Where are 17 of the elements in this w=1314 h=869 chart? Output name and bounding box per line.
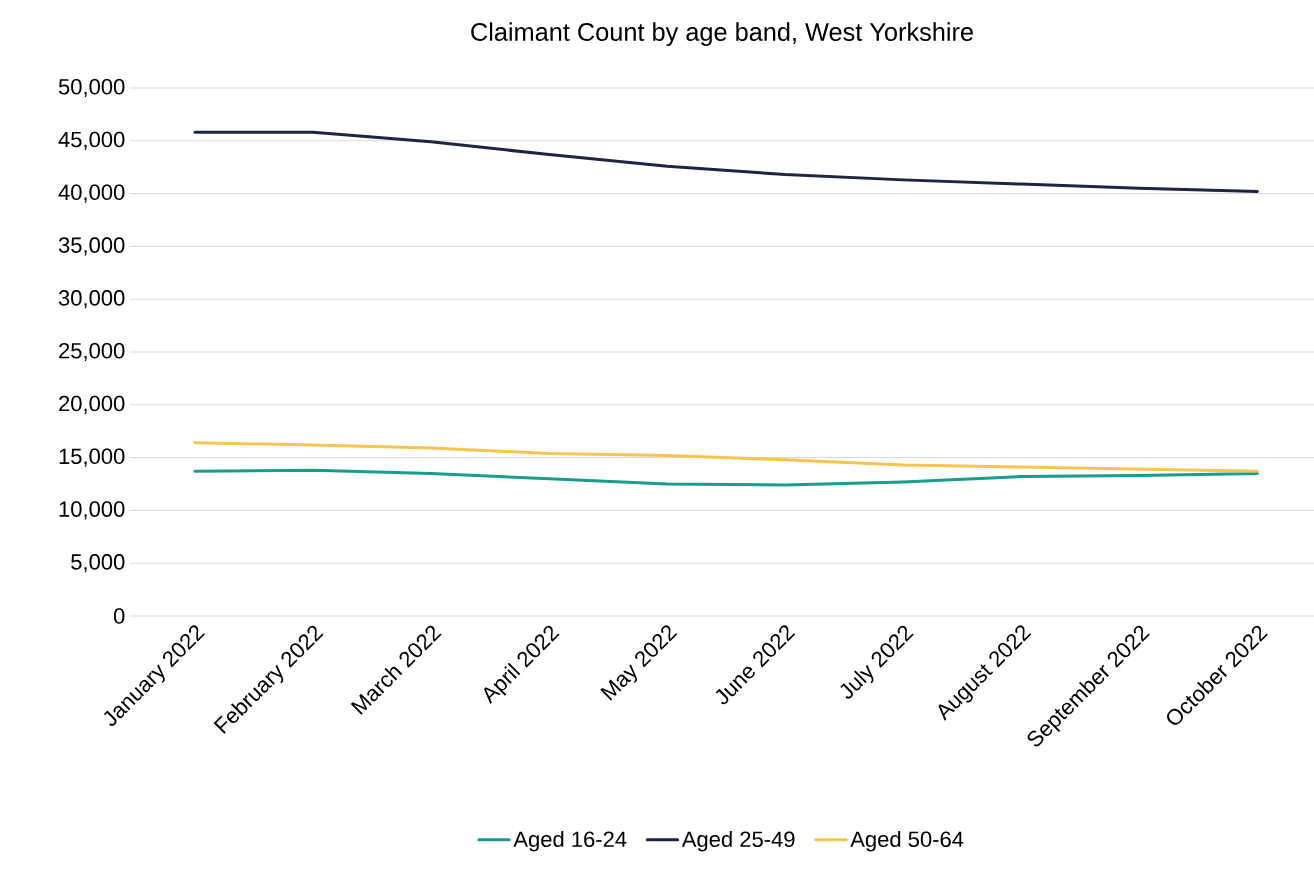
y-tick-label: 30,000 xyxy=(58,290,125,309)
y-tick-label: 45,000 xyxy=(58,131,125,150)
y-tick-label: 20,000 xyxy=(59,395,125,414)
y-tick-label: 40,000 xyxy=(58,184,125,203)
y-tick-label: 0 xyxy=(113,608,125,624)
y-tick-label: 10,000 xyxy=(59,501,125,520)
chart-title: Claimant Count by age band, West Yorkshire xyxy=(471,22,973,46)
legend-label: Aged 25-49 xyxy=(681,830,795,852)
y-tick-label: 5,000 xyxy=(71,554,125,573)
y-tick-label: 35,000 xyxy=(58,237,125,256)
y-tick-label: 50,000 xyxy=(58,78,125,98)
legend-label: Aged 16-24 xyxy=(513,830,627,852)
y-tick-label: 15,000 xyxy=(59,448,125,467)
line-series xyxy=(193,130,1259,193)
line-series xyxy=(193,468,1259,487)
legend-label: Aged 50-64 xyxy=(850,830,964,852)
y-tick-label: 25,000 xyxy=(59,342,125,362)
